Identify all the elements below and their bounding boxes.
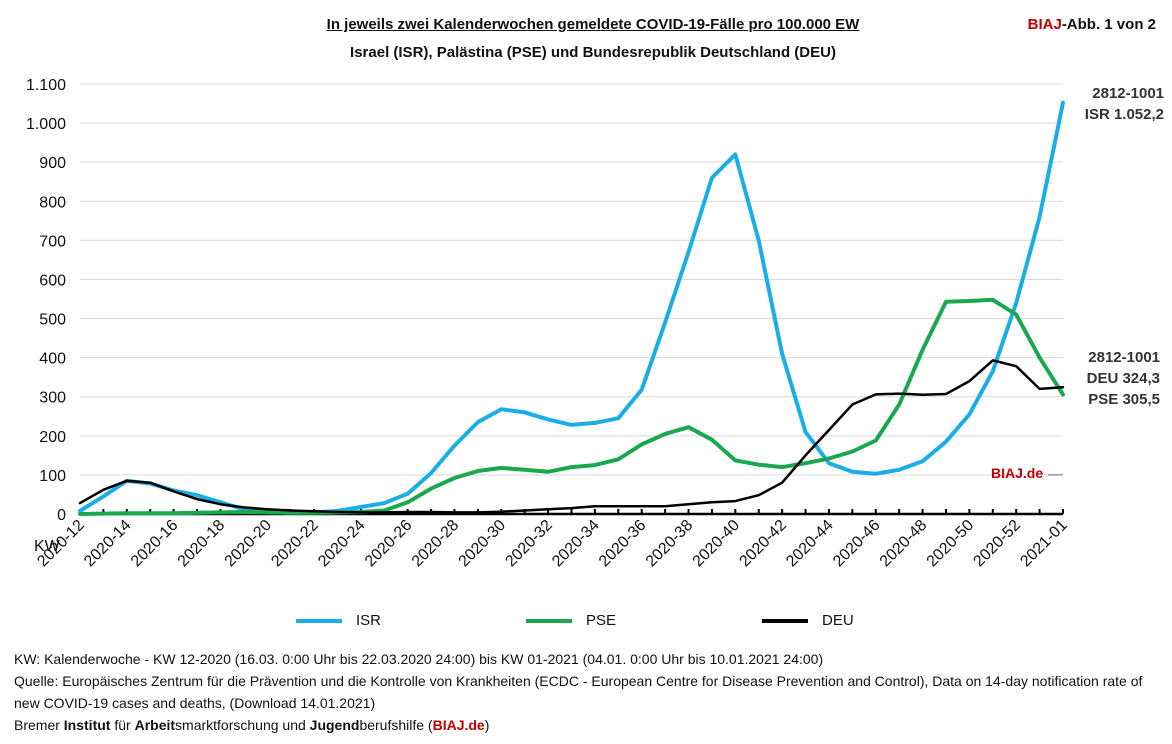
watermark: BIAJ.de: [991, 465, 1044, 481]
footer-notes: KW: Kalenderwoche - KW 12-2020 (16.03. 0…: [14, 648, 1144, 736]
footer-line-publisher: Bremer Institut für Arbeitsmarktforschun…: [14, 714, 1144, 736]
x-tick-label: 2020-30: [456, 517, 510, 571]
x-tick-label: 2020-22: [268, 517, 322, 571]
chart-subtitle: Israel (ISR), Palästina (PSE) und Bundes…: [350, 44, 836, 61]
x-tick-label: 2020-16: [128, 517, 182, 571]
y-tick-label: 0: [57, 507, 66, 524]
gridlines: [80, 83, 1063, 476]
x-tick-label: 2020-44: [783, 517, 837, 571]
y-tick-label: 1.000: [26, 116, 66, 133]
footer-line-kw: KW: Kalenderwoche - KW 12-2020 (16.03. 0…: [14, 651, 824, 667]
legend-swatch-isr: [296, 618, 342, 623]
series-line-isr: [78, 100, 1065, 515]
x-tick-label: 2020-18: [175, 517, 229, 571]
y-tick-label: 100: [39, 468, 66, 485]
chart-title: In jeweils zwei Kalenderwochen gemeldete…: [326, 16, 860, 33]
publisher-part: ): [484, 717, 490, 733]
deu-pse-period-label: 2812-1001: [1088, 349, 1160, 366]
x-tick-label: 2020-24: [315, 517, 369, 571]
y-tick-label: 1.100: [26, 77, 66, 94]
footer-line-source: Quelle: Europäisches Zentrum für die Prä…: [14, 673, 1143, 711]
pse-value-label: PSE 305,5: [1088, 391, 1160, 408]
publisher-part: Jugend: [309, 717, 360, 733]
y-tick-label: 900: [39, 155, 66, 172]
legend-label-deu: DEU: [822, 612, 854, 629]
x-tick-label: 2020-50: [924, 517, 978, 571]
x-tick-label: 2020-46: [830, 517, 884, 571]
series-lines: [78, 100, 1065, 516]
y-tick-label: 300: [39, 390, 66, 407]
x-tick-label: 2020-42: [736, 517, 790, 571]
x-tick-label: 2020-34: [549, 517, 603, 571]
y-tick-label: 700: [39, 233, 66, 250]
y-axis: 0 100 200 300 400 500 600 700 800 900 1.000 1.100: [26, 77, 66, 524]
x-tick-label: 2020-48: [877, 517, 931, 571]
publisher-part: für: [110, 717, 135, 733]
y-tick-label: 500: [39, 312, 66, 329]
badge-brand: BIAJ: [1027, 16, 1062, 33]
legend-label-isr: ISR: [356, 612, 382, 629]
x-tick-label: 2020-14: [81, 517, 135, 571]
legend-item-deu: DEU: [762, 612, 854, 629]
x-unit-label: KW: [34, 538, 60, 555]
x-tick-label: 2020-28: [409, 517, 463, 571]
x-tick-label: 2020-40: [690, 517, 744, 571]
badge-label: -Abb. 1 von 2: [1061, 16, 1156, 33]
x-tick-label: 2020-32: [502, 517, 556, 571]
series-line-deu: [78, 359, 1065, 514]
y-tick-label: 400: [39, 351, 66, 368]
x-tick-label: 2020-52: [970, 517, 1024, 571]
publisher-link: BIAJ.de: [432, 717, 485, 733]
x-tick-label: 2020-38: [643, 517, 697, 571]
x-tick-label: 2020-26: [362, 517, 416, 571]
legend-swatch-deu: [762, 618, 808, 623]
publisher-part: smarktforschung und: [175, 717, 310, 733]
x-tick-label: 2020-20: [222, 517, 276, 571]
y-tick-label: 800: [39, 194, 66, 211]
publisher-part: Institut: [63, 717, 111, 733]
y-tick-label: 600: [39, 272, 66, 289]
isr-value-label: ISR 1.052,2: [1084, 106, 1164, 123]
series-line-pse: [78, 297, 1065, 516]
legend-item-isr: ISR: [296, 612, 381, 629]
y-tick-label: 200: [39, 429, 66, 446]
legend-label-pse: PSE: [586, 612, 617, 629]
x-axis: 2020-122020-142020-162020-182020-202020-…: [34, 509, 1071, 570]
x-tick-label: 2021-01: [1017, 517, 1071, 571]
isr-period-label: 2812-1001: [1092, 85, 1164, 102]
x-tick-label: 2020-36: [596, 517, 650, 571]
publisher-part: berufshilfe (: [359, 717, 433, 733]
deu-pse-end-annotation: 2812-1001 DEU 324,3 PSE 305,5: [1087, 347, 1160, 410]
publisher-part: Bremer: [14, 717, 64, 733]
legend-swatch-pse: [526, 618, 572, 623]
deu-value-label: DEU 324,3: [1086, 370, 1160, 387]
publisher-part: Arbeit: [134, 717, 176, 733]
legend-item-pse: PSE: [526, 612, 616, 629]
figure-badge: BIAJ-Abb. 1 von 2: [1028, 16, 1156, 33]
isr-end-annotation: 2812-1001 ISR 1.052,2: [1085, 83, 1164, 125]
